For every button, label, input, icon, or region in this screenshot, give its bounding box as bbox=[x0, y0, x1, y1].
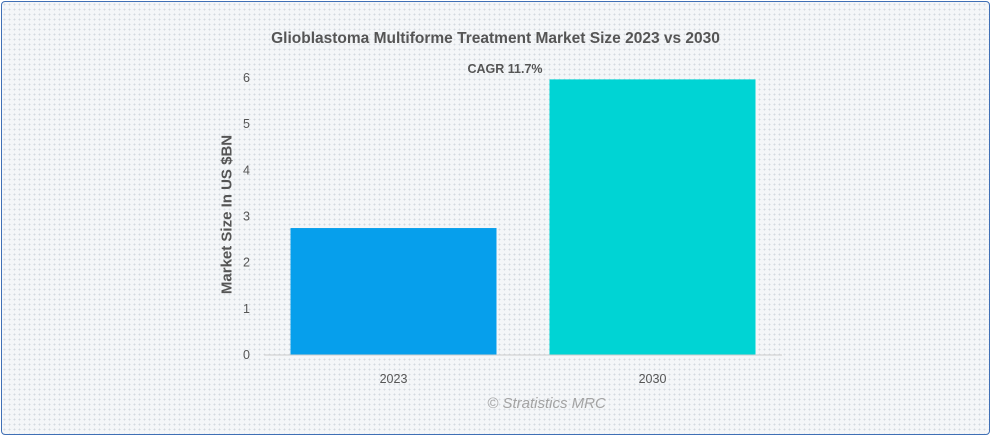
bar-2030[interactable] bbox=[549, 79, 756, 355]
chart-title: Glioblastoma Multiforme Treatment Market… bbox=[271, 30, 720, 47]
y-axis-ticks: 0 1 2 3 4 5 6 bbox=[243, 71, 250, 362]
bar-2023[interactable] bbox=[290, 228, 497, 355]
y-tick-label: 0 bbox=[243, 348, 250, 362]
y-tick-label: 1 bbox=[243, 302, 250, 316]
bar-series bbox=[290, 79, 756, 355]
x-tick-label: 2023 bbox=[380, 372, 408, 386]
x-tick-label: 2030 bbox=[639, 372, 667, 386]
x-axis-ticks: 2023 2030 bbox=[380, 372, 667, 386]
y-tick-label: 2 bbox=[243, 256, 250, 270]
y-tick-label: 4 bbox=[243, 163, 250, 177]
y-tick-label: 5 bbox=[243, 117, 250, 131]
y-tick-label: 3 bbox=[243, 210, 250, 224]
watermark: © Stratistics MRC bbox=[487, 395, 606, 412]
cagr-annotation: CAGR 11.7% bbox=[467, 62, 543, 76]
y-tick-label: 6 bbox=[243, 71, 250, 85]
